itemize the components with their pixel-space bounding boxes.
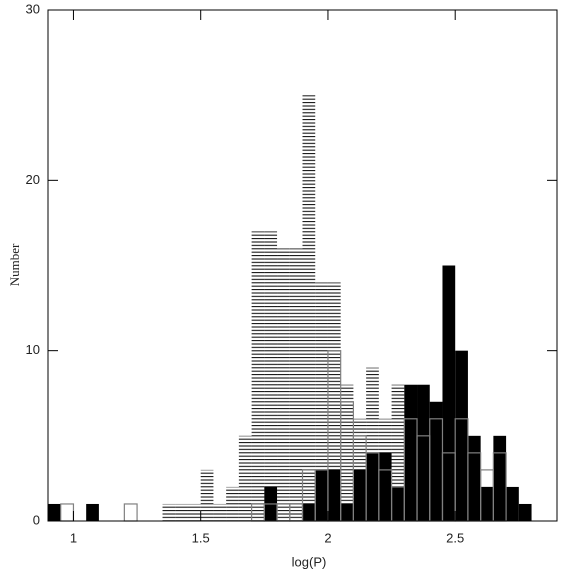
histogram-bar — [123, 503, 138, 522]
histogram-bar — [493, 435, 507, 521]
histogram-bar — [480, 486, 494, 521]
histogram-bar — [391, 486, 405, 521]
histogram-bar — [238, 435, 252, 521]
histogram-bar — [378, 452, 392, 521]
histogram-bar — [86, 503, 99, 521]
x-tick-label: 2 — [324, 530, 331, 545]
plot-area — [48, 95, 532, 522]
histogram-bar — [213, 503, 227, 521]
histogram-bar — [353, 469, 367, 521]
x-tick-label: 2.5 — [446, 530, 464, 545]
histogram-bar — [277, 248, 290, 521]
histogram-bar — [60, 503, 75, 522]
histogram-bar — [200, 469, 214, 521]
histogram-bar — [289, 248, 303, 521]
x-tick-label: 1.5 — [192, 530, 210, 545]
y-axis-label: Number — [7, 243, 22, 286]
histogram-bar — [327, 282, 341, 521]
y-tick-label: 0 — [33, 512, 40, 527]
histogram-bar — [315, 282, 328, 521]
histogram-bar — [429, 401, 443, 521]
histogram-bar — [327, 469, 341, 521]
histogram-bar — [226, 486, 239, 521]
y-tick-label: 30 — [26, 1, 40, 16]
histogram-bar — [302, 503, 316, 521]
plot-frame — [47, 9, 558, 522]
histogram-bar — [302, 95, 316, 522]
histogram-bar — [340, 503, 354, 521]
histogram-bar — [404, 384, 418, 521]
histogram-bar — [251, 231, 265, 521]
histogram-bar — [506, 486, 519, 521]
histogram-bar — [442, 265, 456, 521]
histogram-bar — [417, 384, 430, 521]
histogram-bar — [162, 503, 176, 521]
histogram-bar — [518, 503, 532, 521]
x-tick-label: 1 — [70, 530, 77, 545]
histogram-bar — [187, 503, 201, 521]
histogram-bar — [264, 231, 278, 521]
y-tick-label: 10 — [26, 342, 40, 357]
histogram-bar — [366, 452, 379, 521]
histogram-bar — [340, 384, 354, 521]
histogram-bar — [48, 503, 61, 521]
x-axis-label: log(P) — [292, 554, 327, 569]
y-tick-label: 20 — [26, 172, 40, 187]
histogram-bar — [315, 469, 328, 521]
histogram-bar — [175, 503, 188, 521]
histogram-bar — [467, 435, 481, 521]
histogram-bar — [455, 350, 468, 521]
